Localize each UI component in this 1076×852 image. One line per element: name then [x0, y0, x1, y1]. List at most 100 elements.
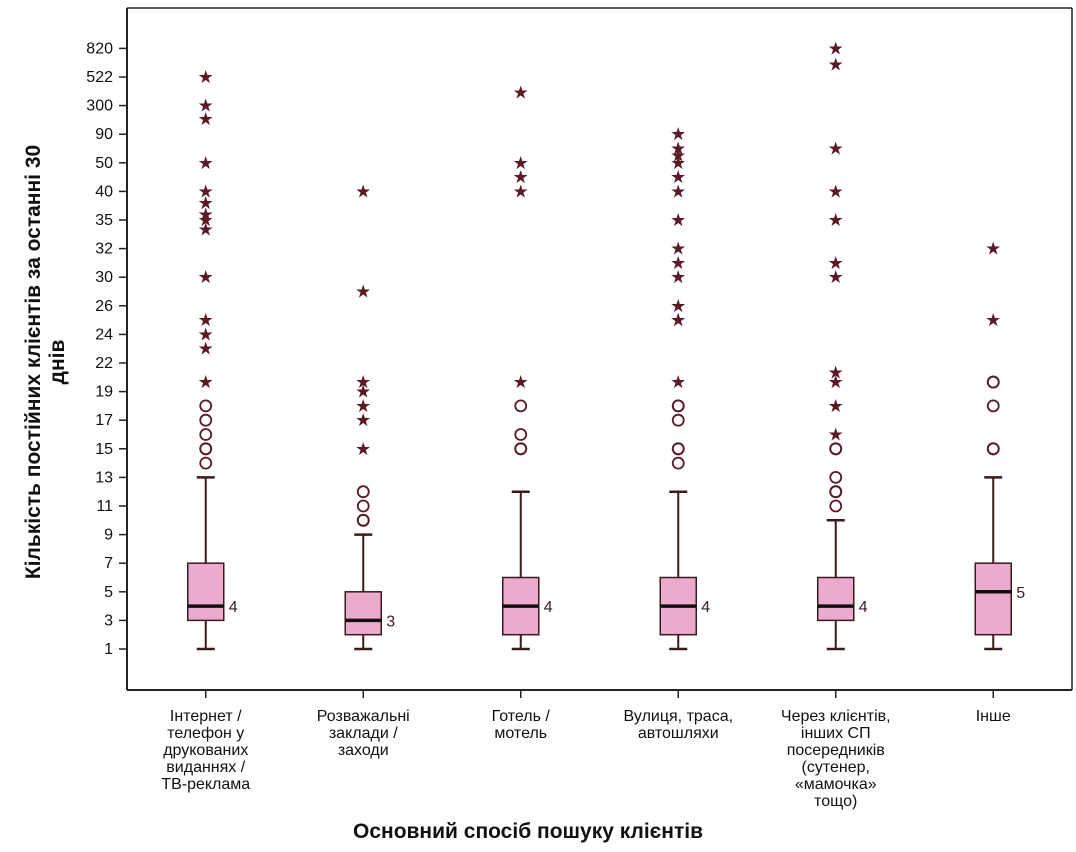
- extreme-star: ★: [828, 363, 844, 384]
- outlier-circle: [514, 442, 528, 456]
- outlier-circle: [356, 499, 370, 513]
- outlier-circle: [671, 442, 685, 456]
- extreme-star: ★: [670, 239, 686, 260]
- extreme-star: ★: [985, 239, 1001, 260]
- box-group: 3★★★★★★★: [344, 181, 395, 651]
- extreme-star: ★: [513, 181, 529, 202]
- extreme-star: ★: [198, 96, 214, 117]
- outlier-circle: [829, 485, 843, 499]
- y-axis-ticks: 1357911131517192224263032354050903005228…: [86, 40, 127, 658]
- extreme-star: ★: [198, 193, 214, 214]
- y-tick-label: 50: [95, 155, 113, 172]
- extreme-star: ★: [828, 267, 844, 288]
- x-category-label-line: Вулиця, траса,: [623, 708, 733, 725]
- x-axis-category-labels: Інтернет / телефон у друкованих виданнях / Т…: [161, 690, 1011, 810]
- extreme-star: ★: [513, 83, 529, 104]
- x-category-label-line: Готель /: [492, 708, 551, 725]
- y-tick-label: 22: [95, 355, 113, 372]
- median-value-label: 3: [386, 613, 395, 630]
- extreme-star: ★: [670, 181, 686, 202]
- y-tick-label: 300: [86, 98, 113, 115]
- outlier-circle: [199, 413, 213, 427]
- x-category-label: Готель / мотель: [492, 708, 551, 742]
- box-group: 4★★★★★: [502, 83, 553, 651]
- x-category-label-line: виданнях /: [166, 759, 245, 776]
- extreme-star: ★: [670, 210, 686, 231]
- extreme-star: ★: [828, 139, 844, 160]
- outlier-circle: [199, 428, 213, 441]
- extreme-star: ★: [828, 55, 844, 76]
- outlier-circle: [829, 470, 843, 484]
- outlier-circle: [199, 399, 213, 413]
- axes: [126, 7, 1073, 691]
- box-group: 4★★★★★★★★★★★★★★: [187, 67, 238, 651]
- y-axis-title-line1: Кількість постійних клієнтів за останні …: [22, 145, 45, 579]
- x-category-label-line: Інтернет /: [170, 708, 242, 725]
- extreme-star: ★: [355, 382, 371, 403]
- extreme-star: ★: [355, 396, 371, 417]
- y-tick-label: 17: [95, 412, 113, 429]
- extreme-star: ★: [670, 146, 686, 167]
- extreme-star: ★: [828, 38, 844, 59]
- extreme-star: ★: [670, 296, 686, 317]
- x-category-label-line: друкованих: [163, 742, 248, 759]
- box-iqr: [974, 562, 1012, 636]
- x-category-label-line: «мамочка»: [795, 776, 877, 793]
- outlier-circle: [514, 399, 528, 413]
- extreme-star: ★: [198, 339, 214, 360]
- extreme-star: ★: [355, 439, 371, 460]
- extreme-star: ★: [513, 167, 529, 188]
- y-tick-label: 26: [95, 298, 113, 315]
- extreme-star: ★: [198, 372, 214, 393]
- outlier-circle: [829, 499, 843, 513]
- extreme-star: ★: [828, 210, 844, 231]
- extreme-star: ★: [670, 372, 686, 393]
- y-tick-label: 40: [95, 183, 113, 200]
- extreme-star: ★: [670, 124, 686, 145]
- extreme-star: ★: [198, 210, 214, 231]
- x-category-label-line: заклади /: [329, 725, 398, 742]
- outlier-circle: [986, 399, 1000, 413]
- median-value-label: 4: [229, 599, 238, 616]
- extreme-star: ★: [198, 267, 214, 288]
- extreme-star: ★: [828, 372, 844, 393]
- y-tick-label: 522: [86, 69, 113, 86]
- extreme-star: ★: [198, 153, 214, 174]
- y-tick-label: 15: [95, 441, 113, 458]
- extreme-star: ★: [670, 139, 686, 160]
- y-tick-label: 13: [95, 469, 113, 486]
- outlier-circle: [829, 442, 843, 456]
- box-group: 5 ★ ★: [974, 239, 1025, 651]
- outlier-circle: [671, 456, 685, 470]
- extreme-star: ★: [355, 410, 371, 431]
- outlier-circle: [356, 485, 370, 499]
- outlier-circle: [199, 442, 213, 456]
- median-value-label: 4: [701, 599, 710, 616]
- extreme-star: ★: [670, 310, 686, 331]
- y-tick-label: 5: [104, 584, 113, 601]
- extreme-star: ★: [670, 253, 686, 274]
- box-group: 4★★★★★★★★★★★: [817, 38, 868, 651]
- extreme-star: ★: [985, 310, 1001, 331]
- y-tick-label: 3: [104, 612, 113, 629]
- extreme-star: ★: [670, 167, 686, 188]
- x-category-label-line: телефон у: [167, 725, 244, 742]
- outlier-circle: [356, 513, 370, 527]
- extreme-star: ★: [513, 153, 529, 174]
- extreme-star: ★: [828, 396, 844, 417]
- extreme-star: ★: [198, 204, 214, 225]
- y-tick-label: 19: [95, 384, 113, 401]
- y-tick-label: 24: [95, 326, 113, 343]
- x-category-label: Розважальні заклади / заходи: [317, 708, 410, 759]
- extreme-star: ★: [355, 372, 371, 393]
- outlier-circle: [986, 375, 1000, 389]
- extreme-star: ★: [828, 425, 844, 446]
- x-axis-title: Основний спосіб пошуку клієнтів: [353, 820, 703, 843]
- outlier-circle: [986, 442, 1000, 456]
- y-tick-label: 7: [104, 555, 113, 572]
- box-group: 4★★★★★★★★★★★★★★: [659, 124, 710, 651]
- box-iqr: [817, 576, 855, 622]
- extreme-star: ★: [355, 181, 371, 202]
- x-category-label-line: Розважальні: [317, 708, 410, 725]
